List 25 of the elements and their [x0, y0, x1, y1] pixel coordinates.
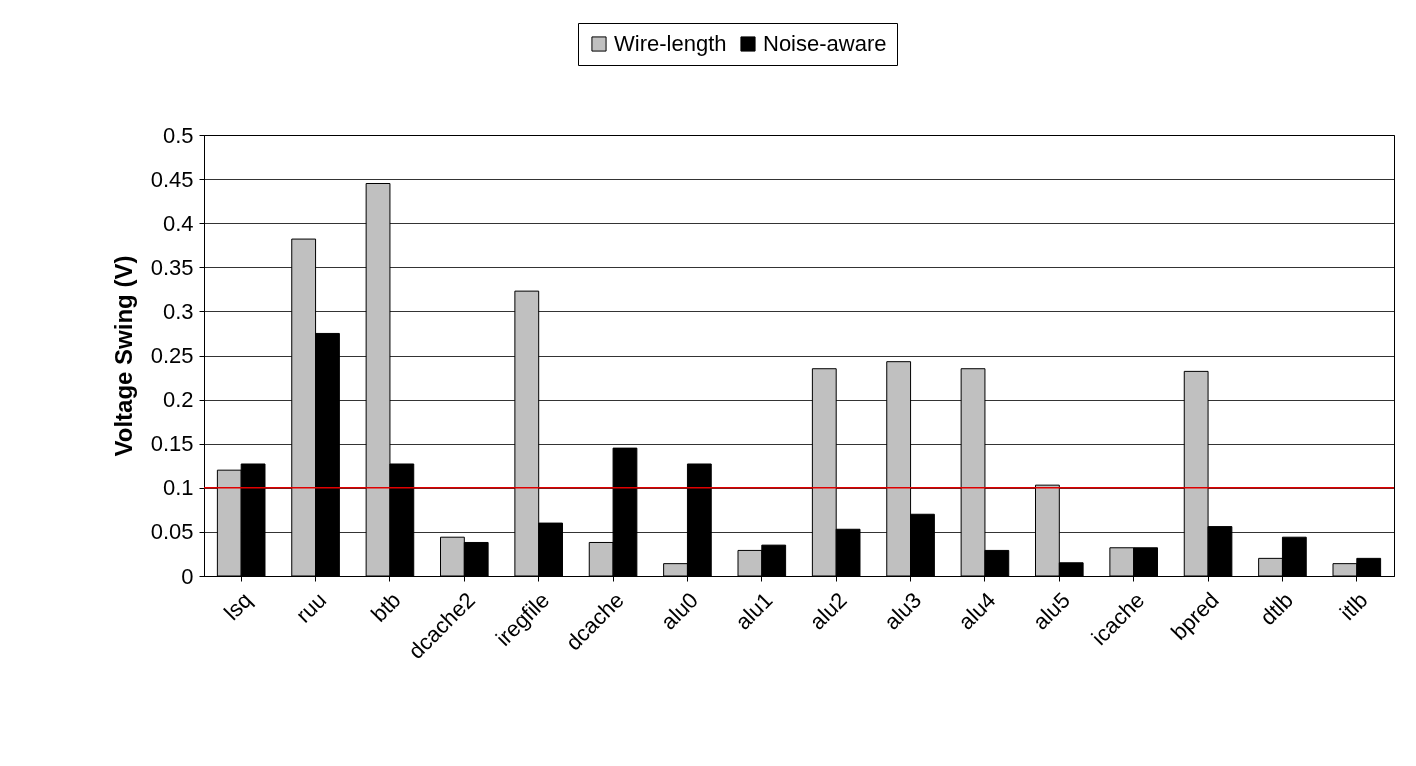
- x-tick-label: alu1: [730, 587, 778, 635]
- y-tick-label: 0.4: [162, 210, 194, 236]
- y-tick-label: 0: [181, 563, 194, 589]
- x-tick-label: btb: [366, 587, 406, 627]
- y-tick-label: 0.5: [162, 122, 194, 148]
- y-axis-title: Voltage Swing (V): [109, 255, 137, 457]
- x-tick-label: alu0: [655, 587, 703, 635]
- x-tick-label: alu3: [879, 587, 927, 635]
- x-tick-label: alu2: [804, 587, 852, 635]
- x-tick-label: dtlb: [1255, 587, 1298, 631]
- y-tick-label: 0.25: [150, 343, 194, 368]
- x-tick-label: ruu: [290, 587, 332, 628]
- y-tick-label: 0.45: [150, 166, 194, 192]
- y-tick-label: 0.05: [150, 519, 194, 545]
- legend-label: Wire-length: [614, 31, 727, 56]
- legend-label: Noise-aware: [763, 31, 887, 56]
- y-tick-label: 0.3: [162, 298, 194, 324]
- y-tick-label: 0.1: [162, 475, 194, 501]
- y-tick-label: 0.2: [162, 387, 194, 413]
- y-tick-label: 0.15: [150, 431, 194, 457]
- x-tick-label: alu5: [1027, 587, 1075, 635]
- y-tick-label: 0.35: [150, 254, 194, 280]
- x-tick-label: itlb: [1334, 587, 1373, 625]
- x-tick-label: alu4: [953, 587, 1001, 635]
- x-tick-label: lsq: [219, 587, 257, 625]
